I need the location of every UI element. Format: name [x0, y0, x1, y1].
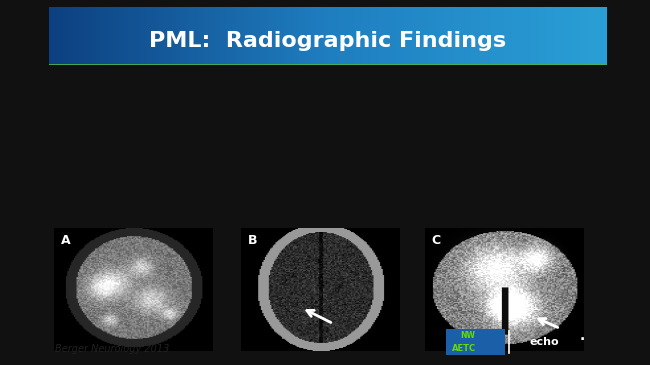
Text: PML:  Radiographic Findings: PML: Radiographic Findings: [149, 31, 506, 51]
Text: T2: T2: [486, 210, 504, 225]
FancyBboxPatch shape: [447, 329, 504, 354]
Text: •  Patchy sub-cortical white matter disease – hyperintense on T2 weighted
   MRI: • Patchy sub-cortical white matter disea…: [62, 76, 505, 105]
Text: T1: T1: [313, 210, 332, 225]
Text: NW: NW: [460, 331, 475, 340]
Text: B: B: [248, 234, 257, 247]
Text: Flair: Flair: [130, 210, 163, 225]
Text: •  Differential:  HIV, CMV, VZV, MS, CNS vasculitis, acute disseminated
   encep: • Differential: HIV, CMV, VZV, MS, CNS v…: [62, 186, 480, 215]
Text: C: C: [432, 234, 441, 247]
Text: Berger Neurology 2013: Berger Neurology 2013: [55, 344, 169, 354]
Text: AETC: AETC: [452, 343, 476, 353]
Text: •  Also may involve cerebellar peduncles, basal ganglia and thalamus: • Also may involve cerebellar peduncles,…: [62, 118, 476, 131]
Text: •  Usually without enhancement or edema: • Usually without enhancement or edema: [62, 151, 315, 164]
Text: ·: ·: [580, 333, 585, 347]
Text: echo: echo: [529, 337, 559, 347]
Text: A: A: [60, 234, 70, 247]
